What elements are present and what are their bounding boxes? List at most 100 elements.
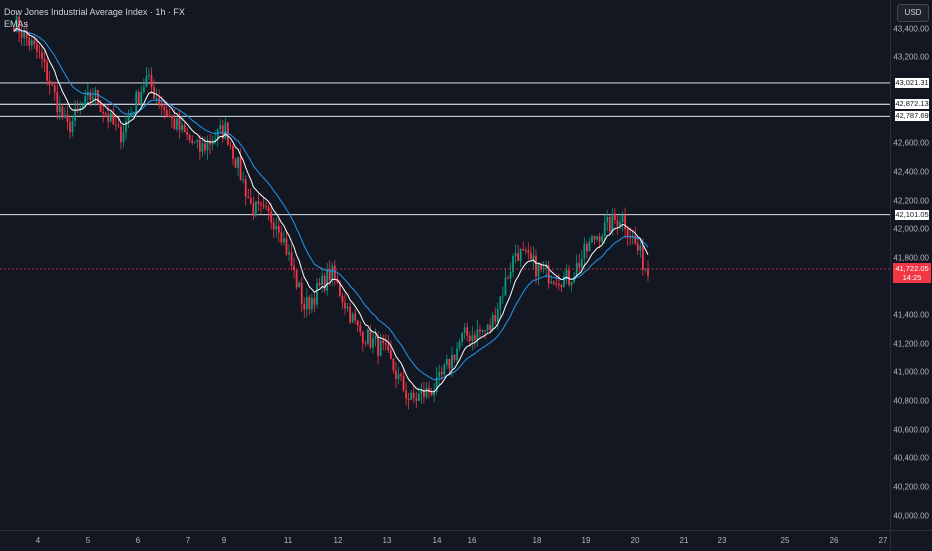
candle xyxy=(565,264,568,285)
candle xyxy=(606,210,609,232)
candle xyxy=(624,207,626,239)
symbol-title[interactable]: Dow Jones Industrial Average Index · 1h … xyxy=(4,7,185,17)
candle xyxy=(239,148,242,181)
price-tick-label: 41,200.00 xyxy=(893,339,929,349)
price-tick-label: 43,200.00 xyxy=(893,52,929,62)
price-axis[interactable]: USD 43,400.00 43,200.00 42,600.00 42,400.00… xyxy=(890,0,932,530)
candle xyxy=(514,244,517,264)
candle xyxy=(501,286,504,305)
candle xyxy=(547,260,550,289)
candle xyxy=(374,328,377,347)
candle xyxy=(61,104,64,120)
time-tick-label: 19 xyxy=(581,536,591,545)
candle xyxy=(575,254,578,277)
candle xyxy=(621,211,624,232)
time-tick-label: 6 xyxy=(135,536,141,545)
candle xyxy=(130,106,133,118)
price-tick-label: 41,400.00 xyxy=(893,310,929,320)
candle xyxy=(176,117,178,132)
currency-button[interactable]: USD xyxy=(897,4,929,22)
candle xyxy=(481,329,484,335)
candle xyxy=(400,371,402,382)
candle xyxy=(321,268,323,293)
candle xyxy=(140,85,143,110)
candle xyxy=(66,106,69,130)
price-chart[interactable] xyxy=(0,0,890,530)
candle xyxy=(69,115,71,140)
candle xyxy=(71,115,74,137)
candle xyxy=(188,133,191,144)
candle xyxy=(499,296,502,318)
candle xyxy=(476,319,479,347)
level-price-tag: 42,101.05 xyxy=(895,209,929,220)
candle xyxy=(183,122,186,133)
candle xyxy=(168,108,171,118)
last-price-tag: 41,722.05 14:25 xyxy=(893,263,931,283)
candle xyxy=(43,50,46,73)
candle xyxy=(219,119,222,134)
candle xyxy=(305,288,308,318)
candle xyxy=(249,188,252,206)
candle xyxy=(461,332,464,346)
candle xyxy=(300,276,303,313)
candle xyxy=(458,338,461,352)
candle xyxy=(23,26,26,47)
candle xyxy=(252,196,255,221)
candle xyxy=(532,246,535,270)
candle xyxy=(272,217,275,239)
time-tick-label: 23 xyxy=(717,536,727,545)
chart-area[interactable]: Dow Jones Industrial Average Index · 1h … xyxy=(0,0,890,530)
candle xyxy=(634,227,637,246)
candle xyxy=(150,66,153,94)
candle xyxy=(142,78,145,95)
candle xyxy=(244,175,247,206)
candle xyxy=(148,68,150,81)
candle xyxy=(237,156,239,177)
candle xyxy=(463,322,466,340)
candle xyxy=(512,253,514,278)
time-axis[interactable]: 4 5 6 7 9 11 12 13 14 16 18 19 20 21 23 25 26 27 xyxy=(0,530,890,551)
price-tick-label: 41,800.00 xyxy=(893,253,929,263)
candle xyxy=(155,88,158,104)
candle xyxy=(18,14,20,42)
candle xyxy=(529,246,532,261)
candle xyxy=(410,389,413,401)
time-tick-label: 9 xyxy=(221,536,227,545)
price-tick-label: 40,000.00 xyxy=(893,511,929,521)
candle xyxy=(216,128,219,147)
candle xyxy=(433,383,436,403)
candle xyxy=(333,259,336,286)
candle xyxy=(102,105,105,123)
candle xyxy=(428,381,430,399)
candle xyxy=(601,233,604,244)
candle xyxy=(486,323,489,333)
candle xyxy=(570,281,573,292)
candle xyxy=(221,120,224,143)
time-tick-label: 13 xyxy=(382,536,392,545)
candle xyxy=(583,237,586,268)
candle xyxy=(247,188,250,199)
axis-corner xyxy=(890,530,932,551)
candle xyxy=(608,215,611,235)
level-price-tag: 43,021.31 xyxy=(895,77,929,88)
candle xyxy=(471,326,474,351)
indicator-label[interactable]: EMAs xyxy=(4,19,29,29)
price-tick-label: 40,200.00 xyxy=(893,482,929,492)
candle xyxy=(145,66,148,88)
candle xyxy=(555,275,558,288)
chart-legend[interactable]: Dow Jones Industrial Average Index · 1h … xyxy=(4,6,185,30)
candle xyxy=(114,116,117,132)
candle xyxy=(382,334,385,351)
candle xyxy=(117,117,120,128)
candle xyxy=(48,70,51,95)
candle xyxy=(41,44,43,68)
candle xyxy=(341,292,344,309)
candle xyxy=(629,227,632,246)
candle xyxy=(120,123,122,150)
candle xyxy=(313,292,316,313)
time-tick-label: 11 xyxy=(283,536,293,545)
time-tick-label: 14 xyxy=(432,536,442,545)
candle xyxy=(328,259,331,286)
candle xyxy=(25,21,28,47)
candle xyxy=(361,330,364,352)
